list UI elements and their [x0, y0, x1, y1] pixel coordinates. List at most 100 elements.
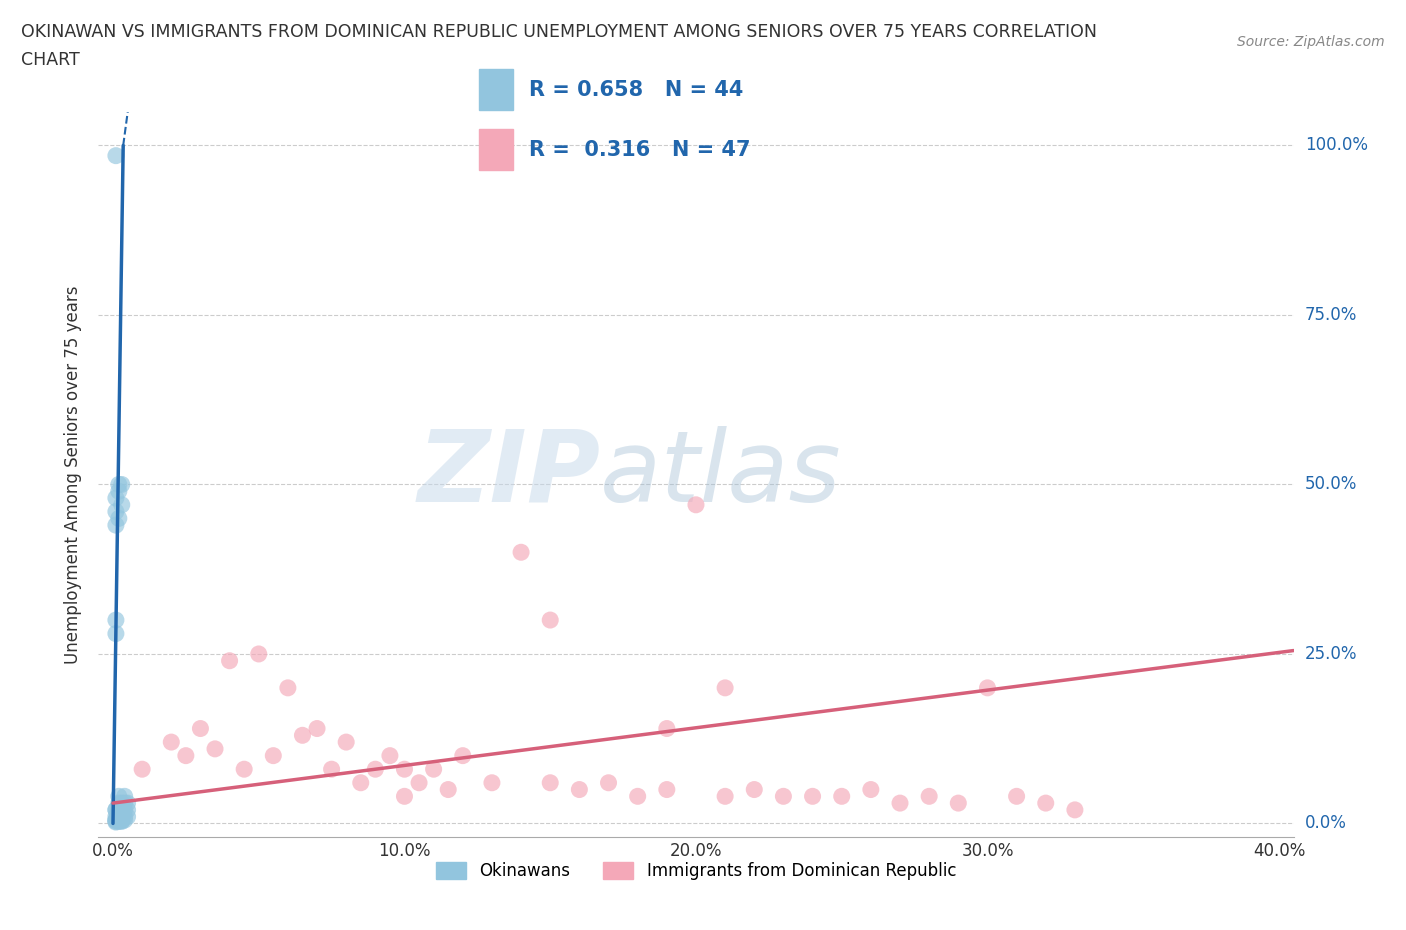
- Point: [772, 789, 794, 804]
- Text: 100.0%: 100.0%: [1305, 137, 1368, 154]
- Point: [394, 762, 416, 777]
- Point: [117, 803, 139, 817]
- Point: [437, 782, 460, 797]
- Point: [117, 796, 139, 811]
- Point: [714, 789, 737, 804]
- Point: [408, 776, 430, 790]
- Point: [277, 681, 299, 696]
- Point: [422, 762, 444, 777]
- Point: [104, 613, 127, 628]
- Point: [104, 813, 127, 828]
- Point: [108, 803, 131, 817]
- Point: [111, 814, 134, 829]
- Point: [918, 789, 941, 804]
- Text: OKINAWAN VS IMMIGRANTS FROM DOMINICAN REPUBLIC UNEMPLOYMENT AMONG SENIORS OVER 7: OKINAWAN VS IMMIGRANTS FROM DOMINICAN RE…: [21, 23, 1097, 41]
- Point: [104, 504, 127, 519]
- Point: [655, 721, 678, 736]
- Point: [108, 484, 131, 498]
- Point: [114, 803, 136, 817]
- Point: [108, 814, 131, 829]
- Text: atlas: atlas: [600, 426, 842, 523]
- Point: [111, 498, 134, 512]
- Point: [104, 814, 127, 829]
- Bar: [479, 128, 513, 170]
- Point: [111, 809, 134, 824]
- Point: [104, 626, 127, 641]
- Point: [114, 813, 136, 828]
- Point: [114, 796, 136, 811]
- Point: [218, 653, 240, 668]
- Y-axis label: Unemployment Among Seniors over 75 years: Unemployment Among Seniors over 75 years: [65, 286, 83, 663]
- Point: [111, 813, 134, 828]
- Point: [108, 477, 131, 492]
- Text: CHART: CHART: [21, 51, 80, 69]
- Point: [655, 782, 678, 797]
- Point: [111, 477, 134, 492]
- Text: R =  0.316   N = 47: R = 0.316 N = 47: [529, 140, 749, 160]
- Point: [538, 613, 561, 628]
- Point: [108, 805, 131, 820]
- Text: 50.0%: 50.0%: [1305, 475, 1357, 494]
- Point: [685, 498, 707, 512]
- Point: [262, 749, 284, 764]
- Point: [233, 762, 256, 777]
- Point: [451, 749, 474, 764]
- Point: [321, 762, 343, 777]
- Point: [335, 735, 357, 750]
- Point: [114, 809, 136, 824]
- Point: [742, 782, 765, 797]
- Point: [948, 796, 970, 811]
- Point: [111, 809, 134, 824]
- Point: [801, 789, 824, 804]
- Text: ZIP: ZIP: [418, 426, 600, 523]
- Point: [291, 728, 314, 743]
- Point: [108, 789, 131, 804]
- Point: [160, 735, 183, 750]
- Point: [104, 803, 127, 817]
- Point: [104, 803, 127, 817]
- Point: [364, 762, 387, 777]
- Point: [104, 491, 127, 506]
- Point: [350, 776, 373, 790]
- Point: [104, 815, 127, 830]
- Point: [1005, 789, 1028, 804]
- Point: [1064, 803, 1087, 817]
- Point: [378, 749, 401, 764]
- Point: [598, 776, 620, 790]
- Point: [568, 782, 591, 797]
- Point: [510, 545, 533, 560]
- Point: [859, 782, 882, 797]
- Point: [1035, 796, 1057, 811]
- Point: [714, 681, 737, 696]
- Text: 75.0%: 75.0%: [1305, 306, 1357, 324]
- Bar: [479, 69, 513, 111]
- Text: 25.0%: 25.0%: [1305, 645, 1357, 663]
- Point: [117, 809, 139, 824]
- Point: [111, 803, 134, 817]
- Point: [108, 811, 131, 826]
- Point: [111, 811, 134, 826]
- Point: [111, 814, 134, 829]
- Point: [627, 789, 650, 804]
- Point: [108, 814, 131, 829]
- Point: [247, 646, 270, 661]
- Point: [481, 776, 503, 790]
- Text: R = 0.658   N = 44: R = 0.658 N = 44: [529, 80, 742, 100]
- Point: [111, 796, 134, 811]
- Point: [104, 809, 127, 824]
- Point: [889, 796, 911, 811]
- Point: [131, 762, 153, 777]
- Point: [538, 776, 561, 790]
- Point: [108, 796, 131, 811]
- Point: [108, 812, 131, 827]
- Point: [104, 813, 127, 828]
- Point: [108, 809, 131, 824]
- Point: [114, 789, 136, 804]
- Point: [108, 511, 131, 525]
- Point: [305, 721, 328, 736]
- Point: [174, 749, 197, 764]
- Text: Source: ZipAtlas.com: Source: ZipAtlas.com: [1237, 35, 1385, 49]
- Point: [104, 148, 127, 163]
- Point: [104, 518, 127, 533]
- Legend: Okinawans, Immigrants from Dominican Republic: Okinawans, Immigrants from Dominican Rep…: [429, 856, 963, 886]
